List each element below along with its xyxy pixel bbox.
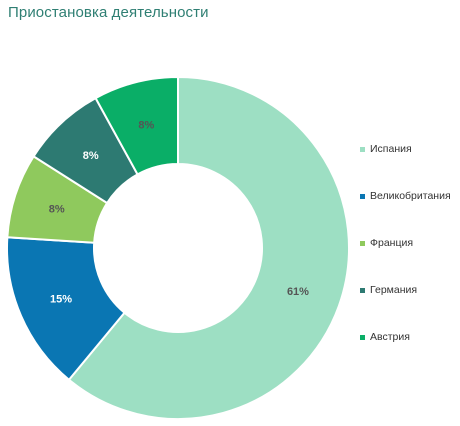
legend-swatch [360, 193, 365, 199]
legend-label: Испания [370, 143, 412, 155]
legend-item-3[interactable]: Франция [360, 236, 413, 250]
legend-swatch [360, 146, 365, 152]
donut-slices [6, 75, 350, 420]
slice-label-2: 15% [50, 294, 72, 306]
slice-label-3: 8% [49, 204, 65, 216]
legend-label: Австрия [370, 331, 410, 343]
donut-slice-1[interactable] [67, 75, 350, 420]
legend-item-2[interactable]: Великобритания [360, 189, 451, 203]
legend-item-4[interactable]: Германия [360, 283, 417, 297]
legend-swatch [360, 334, 365, 340]
legend-item-5[interactable]: Австрия [360, 330, 410, 344]
legend-item-1[interactable]: Испания [360, 142, 412, 156]
legend-label: Франция [370, 237, 414, 249]
chart-title: Приостановка деятельности [8, 4, 209, 21]
slice-label-5: 8% [138, 120, 154, 132]
slice-label-4: 8% [83, 150, 99, 162]
legend-swatch [360, 287, 365, 293]
donut-labels: 61% 15% 8% 8% 8% [49, 120, 309, 306]
donut-slice-5[interactable] [94, 75, 179, 176]
legend-label: Великобритания [370, 190, 451, 202]
legend-swatch [360, 240, 365, 246]
legend-label: Германия [370, 284, 418, 296]
slice-label-1: 61% [287, 286, 309, 298]
